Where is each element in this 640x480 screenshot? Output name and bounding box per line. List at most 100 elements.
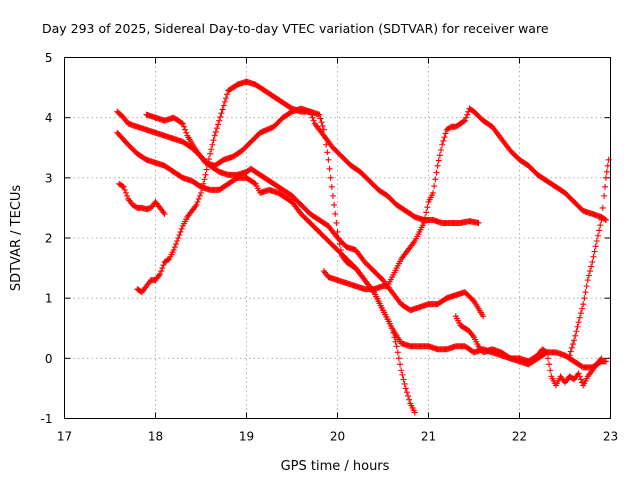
data-point xyxy=(331,201,338,208)
data-point xyxy=(223,95,230,102)
x-axis-label: GPS time / hours xyxy=(281,459,390,474)
data-point xyxy=(567,348,574,355)
x-tick-label: 20 xyxy=(330,430,345,444)
data-point xyxy=(566,352,573,359)
data-point xyxy=(543,349,550,356)
data-point xyxy=(584,277,591,284)
data-point xyxy=(213,125,220,132)
data-point xyxy=(310,117,317,124)
data-point xyxy=(391,334,398,341)
data-point xyxy=(177,228,184,235)
data-point xyxy=(326,165,333,172)
data-point xyxy=(196,192,203,199)
y-tick-label: 4 xyxy=(45,111,53,125)
data-point xyxy=(175,235,182,241)
data-point xyxy=(121,186,128,193)
chart-title: Day 293 of 2025, Sidereal Day-to-day VTE… xyxy=(42,21,549,36)
data-point xyxy=(218,110,225,117)
data-point xyxy=(596,227,603,234)
data-point xyxy=(180,123,187,130)
y-tick-label: 1 xyxy=(45,292,53,306)
data-point xyxy=(580,301,587,308)
data-point xyxy=(334,228,341,235)
data-point xyxy=(335,235,342,241)
data-point xyxy=(581,295,588,302)
series-track-f xyxy=(320,105,609,293)
data-point xyxy=(389,325,396,332)
data-point xyxy=(216,117,223,124)
data-point xyxy=(590,253,597,260)
x-tick-label: 22 xyxy=(512,430,527,444)
data-point xyxy=(183,129,190,136)
series-track-g xyxy=(452,313,605,389)
data-point xyxy=(602,183,609,190)
data-point xyxy=(434,162,441,169)
data-point xyxy=(212,128,219,135)
data-point xyxy=(598,216,605,223)
data-point xyxy=(480,313,487,320)
data-point xyxy=(200,180,207,187)
data-point xyxy=(585,272,592,279)
data-point xyxy=(601,192,608,199)
data-point xyxy=(165,256,172,263)
data-point xyxy=(179,120,186,127)
data-point xyxy=(475,219,482,226)
data-point xyxy=(597,222,604,229)
data-point xyxy=(178,119,185,126)
data-point xyxy=(572,332,579,339)
data-point xyxy=(198,189,204,196)
data-point xyxy=(544,355,551,362)
data-point xyxy=(432,176,439,183)
data-point xyxy=(398,367,405,374)
x-tick-label: 17 xyxy=(57,430,72,444)
data-point xyxy=(594,232,601,239)
data-point xyxy=(325,156,332,163)
data-point xyxy=(207,150,214,157)
data-point xyxy=(319,122,326,129)
data-point xyxy=(161,210,168,217)
x-tick-label: 19 xyxy=(239,430,254,444)
data-point xyxy=(460,118,467,125)
data-point xyxy=(591,248,598,255)
data-point xyxy=(436,152,443,159)
data-point xyxy=(406,396,413,403)
data-marks xyxy=(114,78,612,416)
data-point xyxy=(323,141,330,148)
data-point xyxy=(603,168,610,175)
data-point xyxy=(411,409,418,416)
data-point xyxy=(157,271,164,278)
data-point xyxy=(394,349,401,356)
data-point xyxy=(193,201,200,208)
data-point xyxy=(170,247,177,254)
data-point xyxy=(178,225,185,232)
data-point xyxy=(251,180,258,187)
data-point xyxy=(124,192,131,199)
data-point xyxy=(201,176,208,183)
x-tick-label: 18 xyxy=(148,430,163,444)
x-tick-label: 23 xyxy=(603,430,618,444)
data-point xyxy=(122,189,129,196)
data-point xyxy=(575,370,582,377)
data-point xyxy=(329,192,336,199)
data-point xyxy=(327,174,334,181)
data-point xyxy=(602,174,609,181)
data-point xyxy=(215,121,222,128)
data-point xyxy=(397,361,404,368)
data-point xyxy=(430,189,437,196)
data-point xyxy=(390,329,397,336)
data-point xyxy=(542,348,549,355)
data-point xyxy=(205,156,212,163)
data-point xyxy=(461,117,468,124)
y-tick-label: 0 xyxy=(45,352,53,366)
y-tick-label: 2 xyxy=(45,232,53,246)
data-point xyxy=(158,268,165,275)
data-point xyxy=(320,126,327,133)
data-point xyxy=(321,134,328,141)
data-point xyxy=(576,373,583,380)
data-point xyxy=(440,137,447,144)
data-point xyxy=(589,259,596,266)
data-point xyxy=(392,338,399,345)
data-point xyxy=(438,147,445,154)
